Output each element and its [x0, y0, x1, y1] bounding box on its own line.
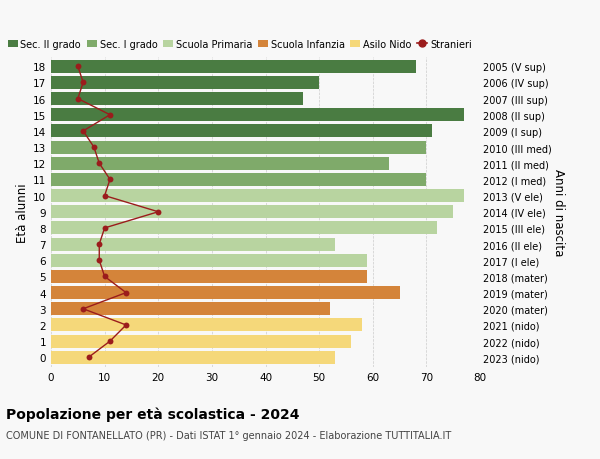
Bar	[51, 109, 464, 122]
Point	[73, 95, 83, 103]
Text: Popolazione per età scolastica - 2024: Popolazione per età scolastica - 2024	[6, 406, 299, 421]
Bar	[51, 125, 432, 138]
Bar	[51, 319, 362, 332]
Y-axis label: Età alunni: Età alunni	[16, 183, 29, 242]
Point	[79, 128, 88, 135]
Bar	[51, 335, 352, 348]
Point	[121, 322, 131, 329]
Point	[79, 79, 88, 87]
Bar	[51, 222, 437, 235]
Point	[105, 176, 115, 184]
Point	[94, 160, 104, 168]
Point	[105, 338, 115, 345]
Point	[84, 354, 94, 361]
Point	[89, 144, 99, 151]
Point	[94, 241, 104, 248]
Y-axis label: Anni di nascita: Anni di nascita	[553, 169, 565, 256]
Bar	[51, 351, 335, 364]
Text: COMUNE DI FONTANELLATO (PR) - Dati ISTAT 1° gennaio 2024 - Elaborazione TUTTITAL: COMUNE DI FONTANELLATO (PR) - Dati ISTAT…	[6, 431, 451, 441]
Point	[73, 63, 83, 71]
Bar	[51, 174, 427, 186]
Bar	[51, 270, 367, 283]
Point	[94, 257, 104, 264]
Point	[100, 273, 109, 280]
Bar	[51, 77, 319, 90]
Legend: Sec. II grado, Sec. I grado, Scuola Primaria, Scuola Infanzia, Asilo Nido, Stran: Sec. II grado, Sec. I grado, Scuola Prim…	[8, 39, 472, 50]
Point	[100, 192, 109, 200]
Point	[154, 208, 163, 216]
Bar	[51, 238, 335, 251]
Point	[105, 112, 115, 119]
Bar	[51, 286, 400, 299]
Bar	[51, 302, 330, 316]
Bar	[51, 206, 453, 219]
Point	[121, 289, 131, 297]
Bar	[51, 157, 389, 170]
Bar	[51, 190, 464, 202]
Point	[79, 305, 88, 313]
Bar	[51, 254, 367, 267]
Point	[100, 225, 109, 232]
Bar	[51, 93, 303, 106]
Bar	[51, 61, 416, 73]
Bar	[51, 141, 427, 154]
